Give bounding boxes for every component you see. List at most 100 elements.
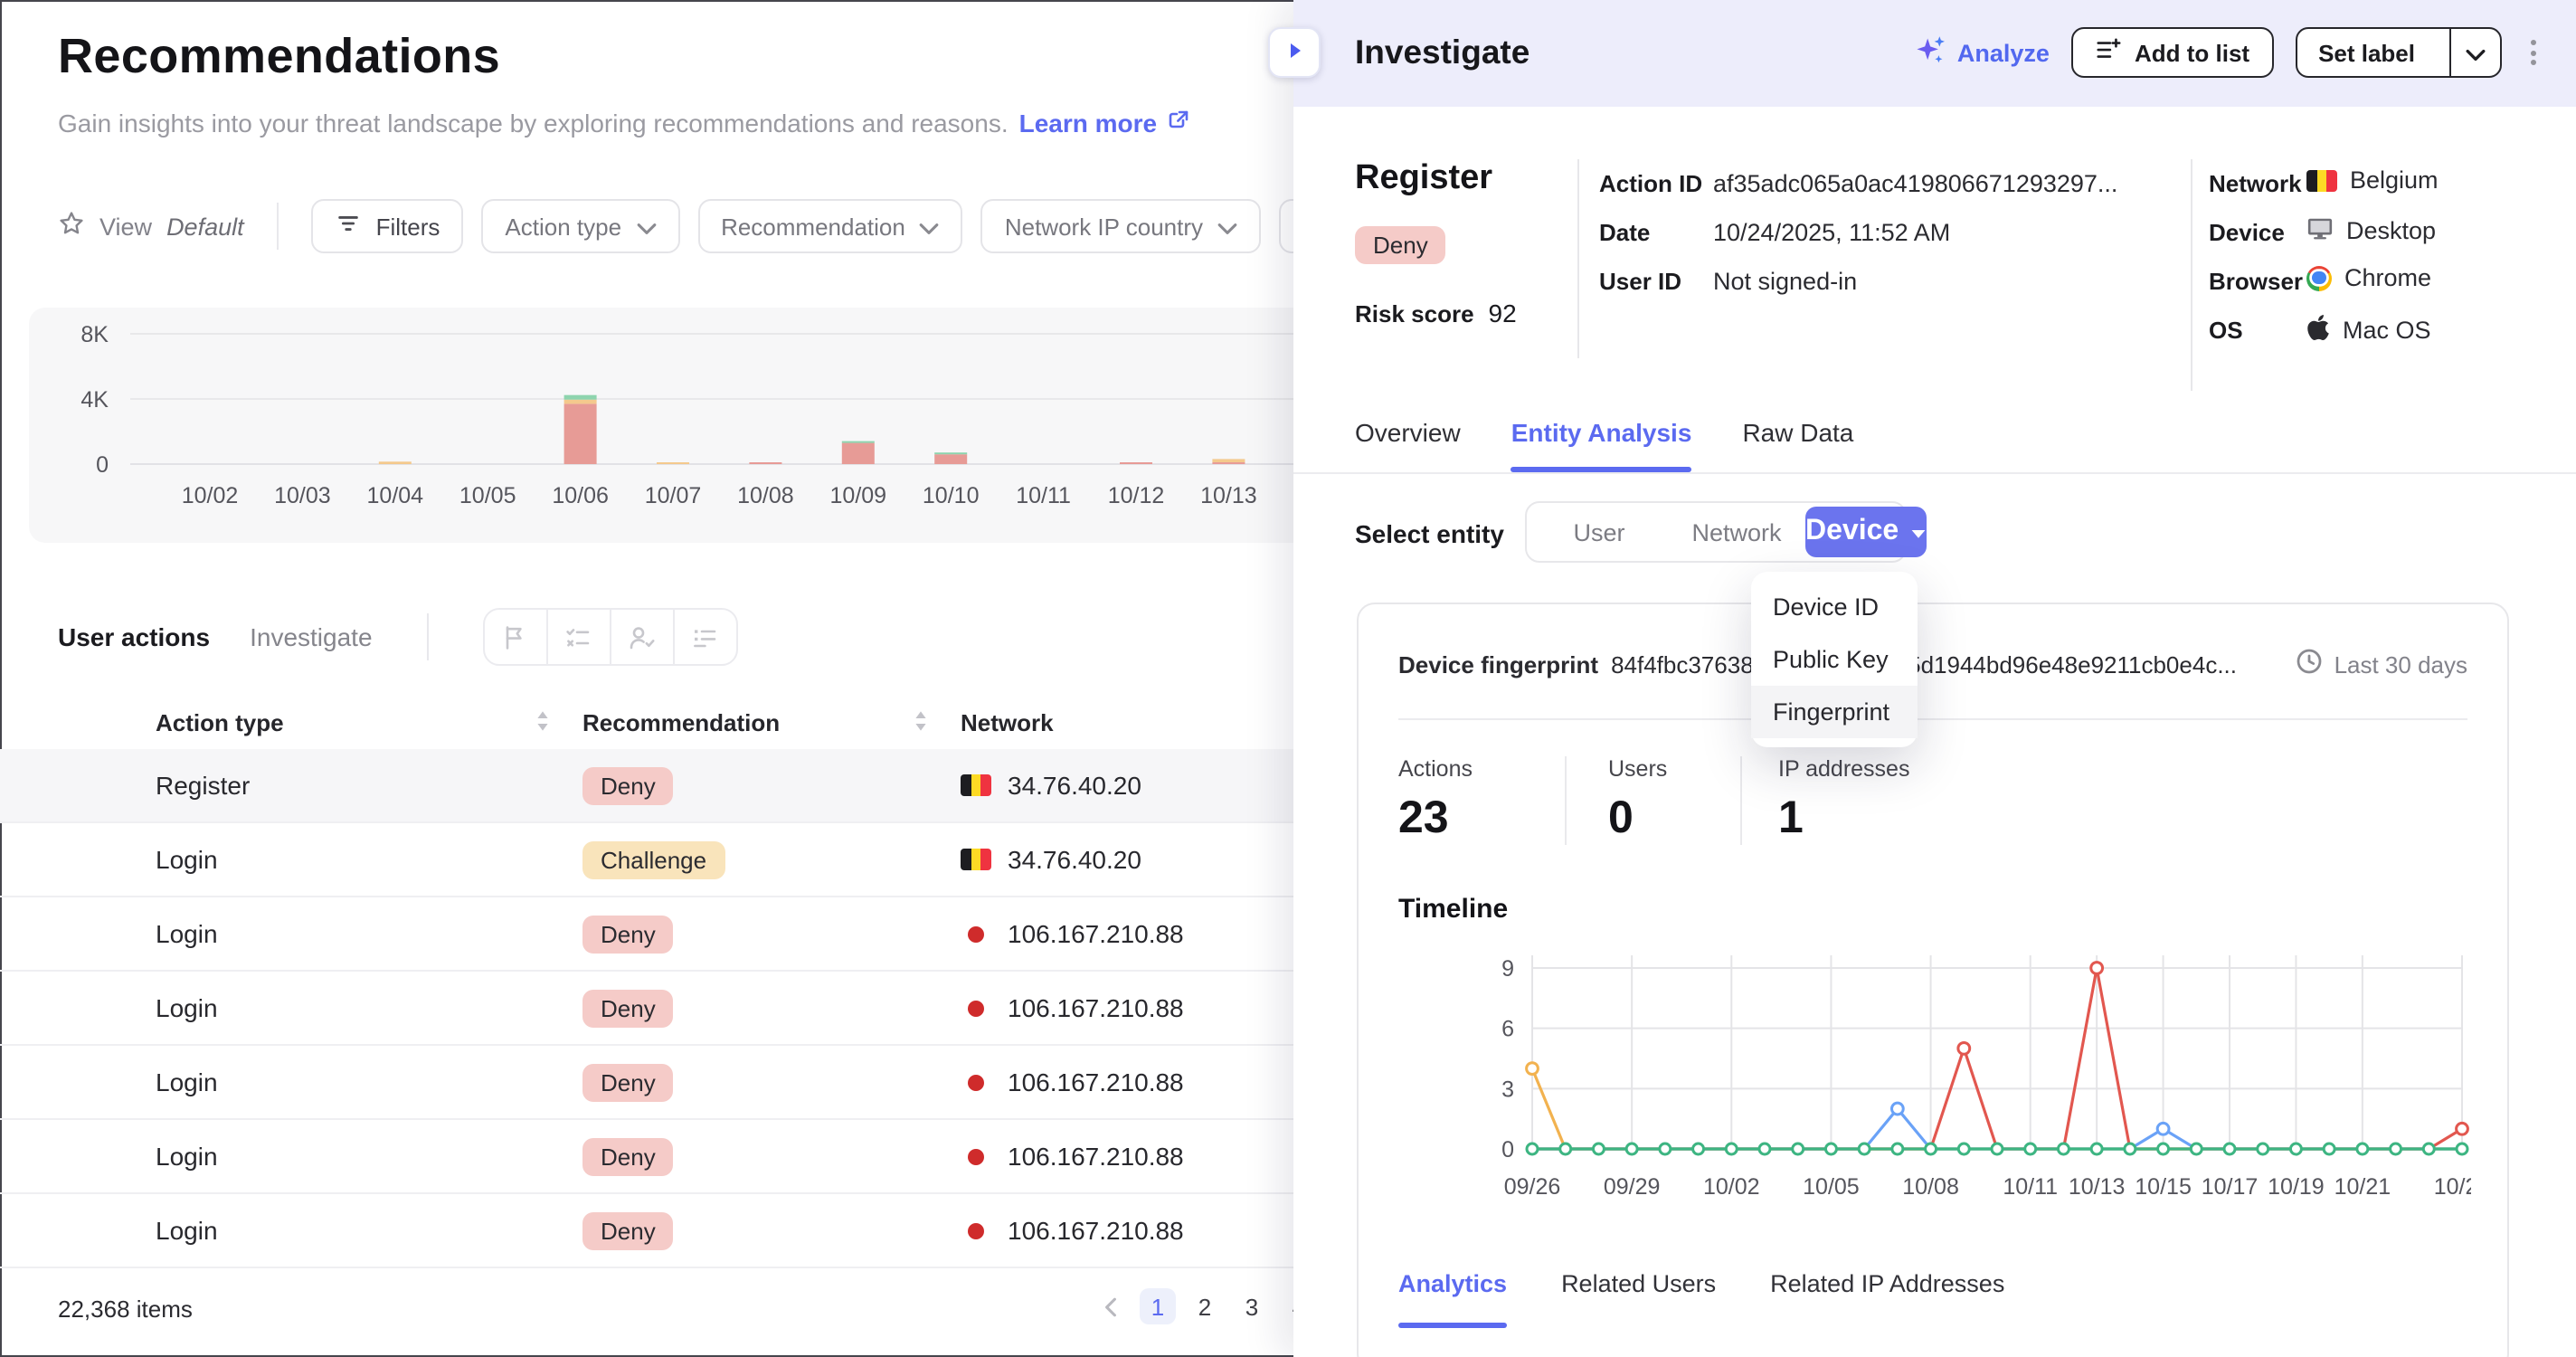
recommendation-badge: Deny xyxy=(582,1137,674,1175)
field-value: Not signed-in xyxy=(1713,268,1857,295)
column-header-action-type[interactable]: Action type xyxy=(156,709,284,736)
filters-button[interactable]: Filters xyxy=(311,199,464,253)
svg-text:9: 9 xyxy=(1501,956,1514,982)
view-selector[interactable]: View Default xyxy=(58,210,244,242)
action-type-title: Register xyxy=(1355,159,1492,199)
tab-raw-data[interactable]: Raw Data xyxy=(1742,418,1853,472)
svg-text:10/08: 10/08 xyxy=(1902,1174,1959,1200)
column-header-recommendation[interactable]: Recommendation xyxy=(582,709,780,736)
sparkle-icon xyxy=(1916,34,1946,71)
svg-text:10/15: 10/15 xyxy=(2135,1174,2192,1200)
field-label: Browser xyxy=(2209,268,2303,295)
analyze-button[interactable]: Analyze xyxy=(1916,34,2050,71)
filter-row: View Default Filters Action type Recommen… xyxy=(58,199,1443,253)
flag-icon[interactable] xyxy=(485,610,548,664)
cell-action-type: Register xyxy=(156,749,250,821)
list-icon[interactable] xyxy=(675,610,736,664)
tab-entity-analysis[interactable]: Entity Analysis xyxy=(1511,418,1692,472)
ip-address: 106.167.210.88 xyxy=(1008,1142,1184,1171)
tab-related-ip-addresses[interactable]: Related IP Addresses xyxy=(1770,1270,2004,1297)
entity-option-user[interactable]: User xyxy=(1527,518,1672,546)
more-options-icon[interactable] xyxy=(2524,33,2543,72)
tab-analytics[interactable]: Analytics xyxy=(1398,1270,1507,1297)
svg-text:0: 0 xyxy=(1501,1137,1514,1162)
panel-header-actions: Analyze Add to list Set label xyxy=(1916,27,2543,78)
cell-recommendation: Challenge xyxy=(582,823,724,896)
tab-related-users[interactable]: Related Users xyxy=(1561,1270,1716,1297)
add-to-list-button[interactable]: Add to list xyxy=(2071,27,2273,78)
panel-collapse-button[interactable] xyxy=(1268,27,1321,78)
field-value: Mac OS xyxy=(2306,313,2431,347)
recommendation-badge: Deny xyxy=(582,766,674,804)
prev-page-button[interactable] xyxy=(1093,1288,1129,1324)
page-title: Recommendations xyxy=(58,29,500,85)
set-label-caret-button[interactable] xyxy=(2449,29,2500,76)
entity-option-network[interactable]: Network xyxy=(1672,518,1802,546)
cell-recommendation: Deny xyxy=(582,897,674,970)
column-header-network[interactable]: Network xyxy=(961,709,1054,736)
recommendation-badge: Deny xyxy=(1355,226,1446,264)
page-button-1[interactable]: 1 xyxy=(1140,1288,1176,1324)
field-label: Network xyxy=(2209,170,2302,197)
cell-recommendation: Deny xyxy=(582,1194,674,1267)
ip-address: 106.167.210.88 xyxy=(1008,993,1184,1022)
svg-text:09/29: 09/29 xyxy=(1604,1174,1661,1200)
chevron-down-icon xyxy=(1217,213,1237,240)
tab-investigate[interactable]: Investigate xyxy=(250,622,372,651)
clock-icon xyxy=(2297,648,2324,680)
filter-dropdown-action-type[interactable]: Action type xyxy=(481,199,679,253)
filter-dropdown-network-ip-country[interactable]: Network IP country xyxy=(981,199,1261,253)
stat-label: IP addresses xyxy=(1778,756,1909,782)
caret-down-icon xyxy=(1909,516,1926,548)
bulk-action-toolbar xyxy=(483,608,738,666)
learn-more-link[interactable]: Learn more xyxy=(1019,109,1190,138)
field-value: Desktop xyxy=(2306,215,2436,246)
page-button-3[interactable]: 3 xyxy=(1234,1288,1270,1324)
japan-flag-icon xyxy=(968,925,984,942)
timeline-title: Timeline xyxy=(1398,894,1508,925)
divider xyxy=(2191,159,2192,391)
tab-user-actions[interactable]: User actions xyxy=(58,622,210,651)
time-range[interactable]: Last 30 days xyxy=(2297,648,2467,680)
collapse-arrow-icon xyxy=(1287,36,1302,69)
person-check-icon[interactable] xyxy=(611,610,675,664)
stat-value: 0 xyxy=(1608,792,1740,845)
svg-text:3: 3 xyxy=(1501,1077,1514,1102)
page-button-2[interactable]: 2 xyxy=(1187,1288,1223,1324)
stat-actions: Actions23 xyxy=(1398,756,1567,845)
svg-text:10/04: 10/04 xyxy=(367,483,424,508)
cell-action-type: Login xyxy=(156,1046,218,1118)
device-dropdown-menu: Device IDPublic KeyFingerprint xyxy=(1751,572,1918,747)
svg-text:10/05: 10/05 xyxy=(459,483,516,508)
field-label: Date xyxy=(1599,219,1650,246)
set-label-button[interactable]: Set label xyxy=(2297,29,2437,76)
fingerprint-value-prefix: 84f4fbc376385 xyxy=(1611,650,1766,678)
field-value: 10/24/2025, 11:52 AM xyxy=(1713,219,1950,246)
tab-overview[interactable]: Overview xyxy=(1355,418,1461,472)
menu-item-public-key[interactable]: Public Key xyxy=(1751,633,1918,686)
svg-text:10/03: 10/03 xyxy=(274,483,331,508)
svg-text:10/17: 10/17 xyxy=(2202,1174,2259,1200)
apple-icon xyxy=(2306,313,2330,347)
sort-icon[interactable] xyxy=(914,709,928,738)
field-value: Chrome xyxy=(2306,264,2431,291)
sort-icon[interactable] xyxy=(535,709,550,738)
svg-text:4K: 4K xyxy=(80,387,109,413)
menu-item-fingerprint[interactable]: Fingerprint xyxy=(1751,686,1918,738)
cell-recommendation: Deny xyxy=(582,972,674,1044)
svg-text:10/02: 10/02 xyxy=(1703,1174,1760,1200)
svg-text:10/08: 10/08 xyxy=(737,483,794,508)
star-icon xyxy=(58,210,85,242)
field-label: Device xyxy=(2209,219,2285,246)
checklist-icon[interactable] xyxy=(548,610,611,664)
menu-item-device-id[interactable]: Device ID xyxy=(1751,581,1918,633)
cell-network: 34.76.40.20 xyxy=(961,823,1141,896)
stat-users: Users0 xyxy=(1567,756,1742,845)
cell-action-type: Login xyxy=(156,1194,218,1267)
divider xyxy=(1398,718,2467,720)
cell-action-type: Login xyxy=(156,897,218,970)
filter-dropdown-recommendation[interactable]: Recommendation xyxy=(697,199,963,253)
entity-option-device[interactable]: Device xyxy=(1805,507,1926,557)
svg-text:10/24: 10/24 xyxy=(2434,1174,2471,1200)
japan-flag-icon xyxy=(968,1148,984,1164)
